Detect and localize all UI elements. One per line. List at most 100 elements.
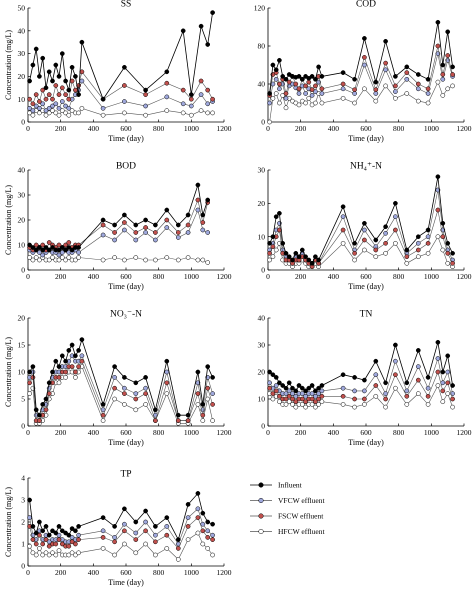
y-tick-label: 20	[258, 368, 266, 377]
x-tick-label: 0	[266, 272, 270, 281]
x-axis-title: Time (day)	[348, 282, 384, 291]
data-point	[164, 369, 170, 375]
data-point	[133, 222, 139, 228]
data-point	[59, 353, 65, 359]
data-point	[277, 86, 282, 92]
data-point	[53, 62, 59, 68]
data-point	[180, 87, 186, 93]
data-point	[445, 29, 451, 35]
legend-label: HFCW effluent	[278, 527, 326, 536]
data-point	[340, 240, 346, 246]
data-point	[303, 393, 308, 399]
data-point	[112, 552, 117, 558]
data-point	[53, 83, 59, 88]
data-point	[73, 87, 78, 93]
x-tick-label: 1200	[457, 124, 472, 133]
data-point	[185, 255, 191, 260]
data-point	[299, 396, 305, 402]
x-axis-title: Time (day)	[108, 578, 144, 587]
data-point	[450, 64, 455, 70]
data-point	[309, 74, 315, 79]
x-tick-label: 800	[153, 428, 165, 437]
data-point	[440, 369, 446, 375]
data-point	[362, 55, 367, 60]
data-point	[188, 92, 194, 97]
data-point	[205, 110, 211, 116]
data-point	[280, 74, 286, 79]
data-point	[313, 404, 318, 410]
panel-title: COD	[356, 0, 376, 10]
data-point	[415, 391, 421, 396]
data-point	[373, 79, 379, 85]
data-point	[27, 497, 32, 503]
data-point	[133, 530, 139, 536]
data-point	[362, 237, 367, 243]
data-point	[153, 407, 158, 413]
data-point	[404, 254, 410, 260]
data-point	[76, 255, 81, 260]
data-point	[143, 92, 148, 97]
data-point	[59, 108, 65, 113]
data-point	[143, 217, 148, 223]
x-tick-label: 800	[153, 568, 165, 577]
data-point	[309, 87, 315, 93]
x-tick-label: 200	[55, 568, 67, 577]
data-point	[340, 95, 346, 101]
data-point	[63, 257, 68, 263]
data-point	[56, 92, 62, 97]
data-point	[296, 254, 302, 260]
series-influent	[27, 337, 215, 418]
data-point	[30, 550, 36, 556]
data-point	[296, 74, 302, 79]
data-point	[340, 372, 346, 378]
data-point	[40, 87, 46, 93]
data-point	[286, 79, 292, 85]
panel-title: NO₃⁻-N	[110, 310, 142, 320]
data-point	[362, 36, 367, 41]
data-point	[383, 240, 388, 246]
data-point	[56, 380, 62, 386]
y-tick-label: 40	[18, 26, 26, 35]
data-point	[112, 364, 117, 369]
data-point	[200, 257, 206, 263]
data-point	[440, 399, 446, 405]
data-point	[445, 380, 451, 386]
data-point	[440, 72, 446, 77]
data-point	[286, 388, 292, 394]
data-point	[290, 391, 295, 396]
data-point	[46, 532, 52, 538]
data-point	[50, 108, 55, 113]
data-point	[373, 254, 379, 260]
data-point	[63, 375, 68, 380]
data-point	[180, 101, 186, 107]
data-point	[66, 552, 72, 558]
data-point	[27, 391, 32, 396]
data-point	[450, 396, 455, 402]
data-point	[319, 100, 325, 106]
data-point	[313, 100, 318, 106]
data-point	[425, 385, 431, 391]
data-point	[373, 372, 379, 378]
data-point	[43, 112, 49, 118]
data-point	[316, 257, 321, 263]
data-point	[37, 245, 42, 250]
y-tick-label: 30	[18, 49, 26, 58]
data-point	[440, 220, 446, 226]
data-point	[290, 385, 295, 391]
data-point	[30, 524, 36, 529]
data-point	[33, 255, 39, 260]
data-point	[63, 92, 68, 97]
data-point	[63, 103, 68, 109]
data-point	[383, 83, 388, 89]
data-point	[352, 375, 357, 380]
x-tick-label: 400	[88, 272, 100, 281]
data-point	[73, 541, 78, 547]
data-point	[122, 110, 127, 116]
data-point	[63, 358, 68, 364]
data-point	[393, 240, 398, 246]
data-point	[122, 212, 127, 218]
data-point	[393, 227, 398, 233]
data-point	[404, 260, 410, 266]
data-point	[66, 87, 72, 93]
data-point	[40, 101, 46, 107]
